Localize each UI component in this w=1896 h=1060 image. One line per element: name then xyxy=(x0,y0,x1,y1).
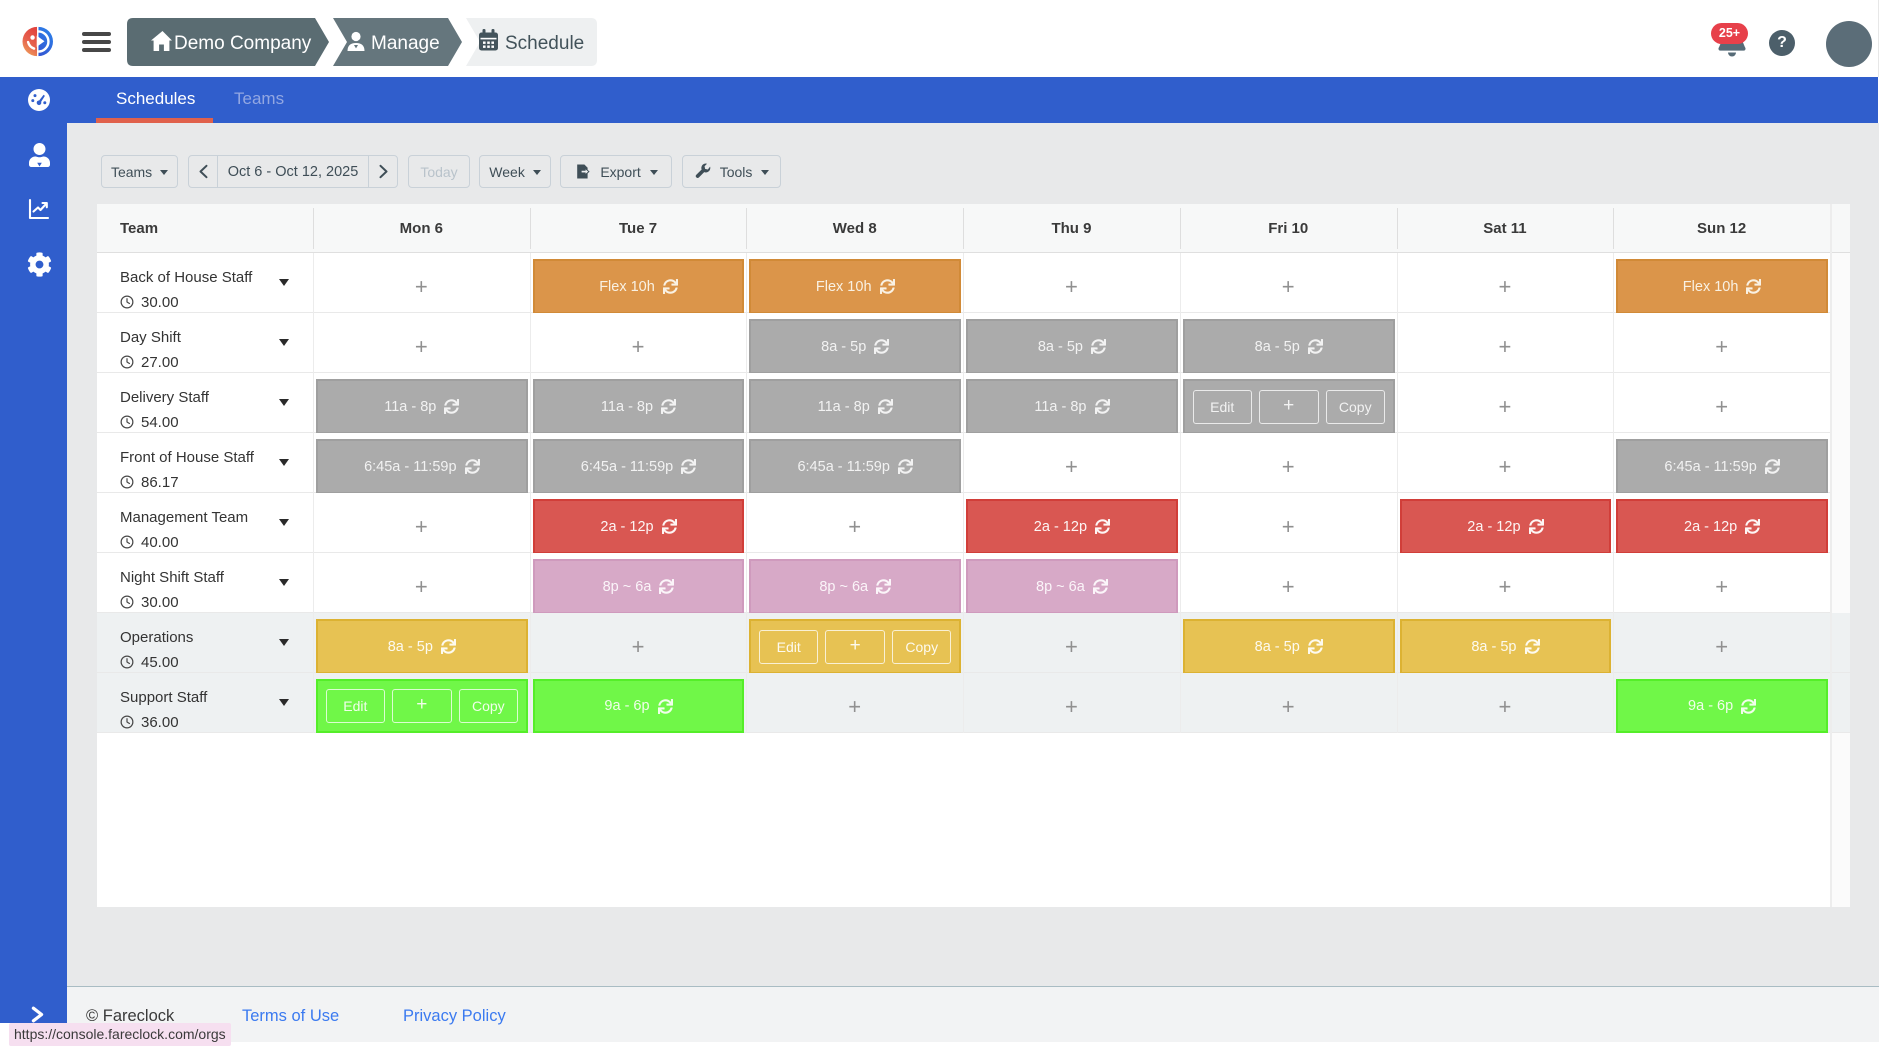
svg-text:Manage: Manage xyxy=(371,33,440,54)
svg-text:Schedule: Schedule xyxy=(505,33,584,54)
svg-text:Demo Company: Demo Company xyxy=(174,33,312,54)
